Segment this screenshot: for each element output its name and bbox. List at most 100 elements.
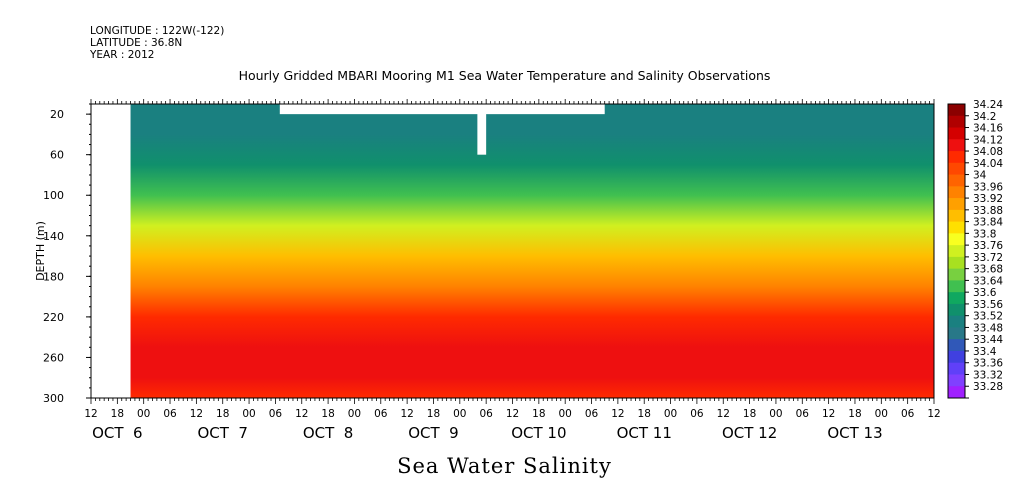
y-tick-label: 60 <box>50 149 64 162</box>
colorbar-swatch <box>948 233 965 246</box>
colorbar-swatch <box>948 151 965 164</box>
colorbar-swatch <box>948 186 965 199</box>
x-day-label: OCT 9 <box>408 424 459 442</box>
colorbar-swatch <box>948 139 965 152</box>
colorbar-swatch <box>948 327 965 340</box>
colorbar-swatch <box>948 221 965 234</box>
x-hour-label: 00 <box>348 408 361 420</box>
colorbar-swatch <box>948 245 965 258</box>
x-day-label: OCT 10 <box>511 424 566 442</box>
colorbar-label: 33.72 <box>973 252 1003 264</box>
x-hour-label: 18 <box>532 408 545 420</box>
x-day-label: OCT 7 <box>197 424 248 442</box>
colorbar-label: 34.12 <box>973 134 1003 146</box>
missing-data-region <box>279 104 605 115</box>
x-hour-label: 18 <box>638 408 651 420</box>
colorbar-label: 34.2 <box>973 111 996 123</box>
colorbar-swatch <box>948 268 965 281</box>
colorbar-label: 33.8 <box>973 228 996 240</box>
colorbar-swatch <box>948 315 965 328</box>
colorbar-swatch <box>948 374 965 387</box>
x-hour-label: 12 <box>927 408 940 420</box>
colorbar-swatch <box>948 362 965 375</box>
x-hour-label: 12 <box>506 408 519 420</box>
x-day-label: OCT 11 <box>617 424 672 442</box>
x-hour-label: 18 <box>848 408 861 420</box>
colorbar-swatch <box>948 198 965 211</box>
x-hour-label: 12 <box>717 408 730 420</box>
x-day-label: OCT 12 <box>722 424 777 442</box>
colorbar-swatch <box>948 209 965 223</box>
x-hour-label: 00 <box>875 408 888 420</box>
colorbar-swatch <box>948 280 965 293</box>
x-hour-label: 00 <box>769 408 782 420</box>
x-hour-label: 12 <box>400 408 413 420</box>
y-tick-label: 180 <box>43 270 64 283</box>
x-hour-label: 06 <box>163 408 177 420</box>
colorbar-swatch <box>948 115 965 129</box>
y-tick-label: 220 <box>43 311 64 324</box>
missing-data-region <box>477 104 487 155</box>
variable-title: Sea Water Salinity <box>397 454 612 478</box>
x-hour-label: 00 <box>453 408 466 420</box>
x-hour-label: 06 <box>479 408 493 420</box>
longitude-label: LONGITUDE : 122W(-122) <box>90 25 225 37</box>
colorbar-label: 33.52 <box>973 311 1003 323</box>
colorbar-swatch <box>948 303 965 317</box>
colorbar-label: 34.16 <box>973 123 1003 135</box>
x-hour-label: 06 <box>269 408 283 420</box>
colorbar-label: 33.44 <box>973 334 1003 346</box>
missing-data-region <box>91 104 131 398</box>
latitude-label: LATITUDE : 36.8N <box>90 37 183 49</box>
y-axis-label: DEPTH (m) <box>34 221 47 281</box>
colorbar-swatch <box>948 127 965 140</box>
salinity-field <box>130 104 934 398</box>
y-tick-label: 140 <box>43 230 64 243</box>
x-hour-label: 06 <box>796 408 810 420</box>
x-hour-label: 12 <box>822 408 835 420</box>
colorbar-label: 33.36 <box>973 358 1003 370</box>
x-hour-label: 06 <box>585 408 599 420</box>
y-tick-label: 300 <box>43 392 64 405</box>
x-hour-label: 18 <box>321 408 334 420</box>
colorbar-swatch <box>948 386 965 399</box>
colorbar-label: 33.92 <box>973 193 1003 205</box>
x-hour-label: 06 <box>374 408 388 420</box>
y-tick-label: 260 <box>43 351 64 364</box>
x-hour-label: 18 <box>427 408 440 420</box>
x-hour-label: 06 <box>901 408 915 420</box>
colorbar-swatch <box>948 174 965 187</box>
y-tick-label: 20 <box>50 108 64 121</box>
colorbar-label: 34.04 <box>973 158 1003 170</box>
colorbar-label: 33.76 <box>973 240 1003 252</box>
chart-title: Hourly Gridded MBARI Mooring M1 Sea Wate… <box>238 68 771 83</box>
x-hour-label: 12 <box>611 408 624 420</box>
colorbar-frame <box>947 103 966 399</box>
x-hour-label: 00 <box>242 408 255 420</box>
colorbar-swatch <box>948 350 965 364</box>
colorbar-label: 33.32 <box>973 369 1003 381</box>
colorbar-label: 34 <box>973 170 987 182</box>
colorbar-label: 33.28 <box>973 381 1003 393</box>
colorbar-label: 34.24 <box>973 99 1003 111</box>
x-hour-label: 00 <box>559 408 572 420</box>
x-hour-label: 00 <box>137 408 150 420</box>
colorbar-swatch <box>948 104 965 117</box>
colorbar-swatch <box>948 162 965 176</box>
x-hour-label: 18 <box>111 408 124 420</box>
x-day-label: OCT 13 <box>827 424 882 442</box>
x-hour-label: 18 <box>743 408 756 420</box>
colorbar-swatch <box>948 292 965 305</box>
x-day-label: OCT 8 <box>303 424 354 442</box>
x-hour-label: 12 <box>295 408 308 420</box>
y-tick-label: 100 <box>43 189 64 202</box>
x-hour-label: 12 <box>190 408 203 420</box>
x-hour-label: 18 <box>216 408 229 420</box>
colorbar-label: 33.64 <box>973 275 1003 287</box>
x-day-label: OCT 6 <box>92 424 143 442</box>
colorbar-swatch <box>948 339 965 352</box>
x-hour-label: 06 <box>690 408 704 420</box>
colorbar-swatch <box>948 256 965 270</box>
colorbar-label: 33.84 <box>973 217 1003 229</box>
x-hour-label: 00 <box>664 408 677 420</box>
